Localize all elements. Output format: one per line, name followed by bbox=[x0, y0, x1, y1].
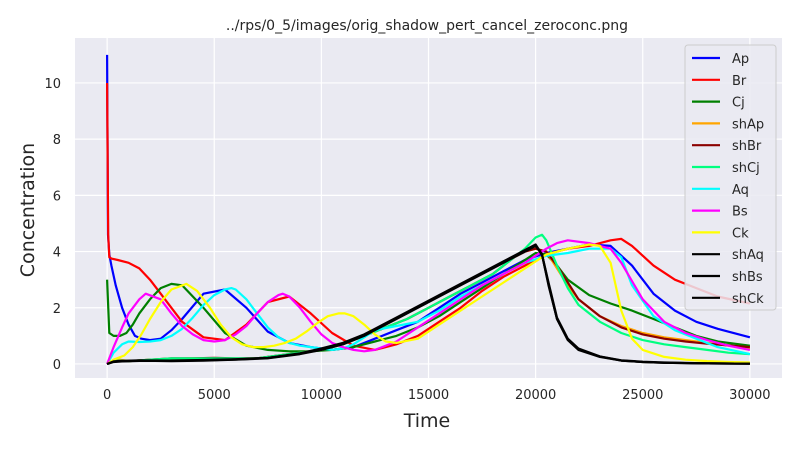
x-tick-label: 0 bbox=[103, 388, 111, 403]
series-lines bbox=[106, 54, 751, 366]
x-tick-label: 30000 bbox=[729, 388, 770, 403]
series-line-ck bbox=[106, 243, 750, 365]
legend-label-br: Br bbox=[732, 74, 747, 89]
series-line-cj bbox=[106, 251, 751, 353]
x-axis-label: Time bbox=[403, 410, 451, 432]
series-line-shck bbox=[106, 244, 750, 366]
tick-labels: 0 5000 10000 15000 20000 25000 30000 0 2 4 6 8 10 bbox=[44, 77, 770, 403]
legend-label-shbs: shBs bbox=[732, 270, 763, 285]
x-tick-label: 20000 bbox=[515, 388, 556, 403]
x-tick-label: 25000 bbox=[622, 388, 663, 403]
x-tick-label: 15000 bbox=[408, 388, 449, 403]
y-tick-label: 0 bbox=[53, 358, 61, 373]
y-tick-label: 4 bbox=[53, 246, 61, 261]
y-tick-label: 8 bbox=[53, 133, 61, 148]
legend-label-cj: Cj bbox=[732, 96, 745, 111]
legend-label-aq: Aq bbox=[732, 183, 749, 198]
y-tick-label: 10 bbox=[44, 77, 61, 92]
x-tick-label: 5000 bbox=[198, 388, 231, 403]
legend-label-shck: shCk bbox=[732, 292, 764, 307]
series-line-br bbox=[106, 82, 751, 351]
legend-label-ap: Ap bbox=[732, 52, 749, 67]
legend-label-bs: Bs bbox=[732, 205, 748, 220]
legend-label-shaq: shAq bbox=[732, 248, 764, 263]
legend-label-shbr: shBr bbox=[732, 139, 762, 154]
y-tick-label: 6 bbox=[53, 189, 61, 204]
y-tick-label: 2 bbox=[53, 302, 61, 317]
legend: Ap Br Cj shAp shBr shCj Aq Bs Ck shAq shBs shCk bbox=[684, 44, 777, 311]
legend-label-ck: Ck bbox=[732, 226, 749, 241]
x-tick-label: 10000 bbox=[301, 388, 342, 403]
series-line-shcj bbox=[106, 233, 750, 366]
legend-label-shcj: shCj bbox=[732, 161, 760, 176]
legend-label-shap: shAp bbox=[732, 117, 764, 132]
chart-title: ../rps/0_5/images/orig_shadow_pert_cance… bbox=[226, 18, 628, 34]
legend-box bbox=[684, 44, 777, 311]
y-axis-label: Concentration bbox=[17, 143, 39, 277]
